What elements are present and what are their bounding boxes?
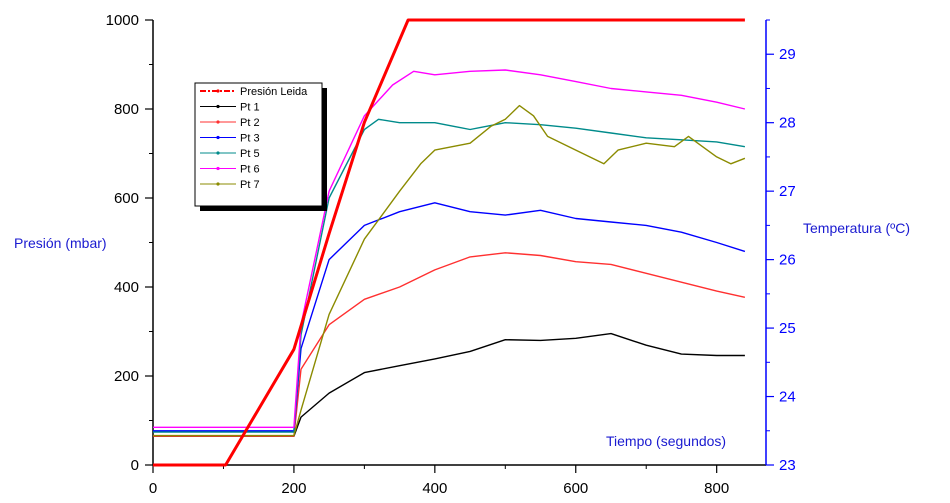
y2-tick-label: 25 [779,320,796,337]
series-line-pt-7 [153,104,746,437]
legend-label: Presión Leida [240,86,308,98]
series-line-pt-6 [153,69,746,428]
legend: Presión Leida Pt 1 Pt 2 Pt 3 Pt 5 Pt 6 Pt 7 [194,82,327,211]
y2-tick-label: 28 [779,115,796,132]
series-line-presion-leida [153,18,745,467]
legend-label: Pt 1 [240,102,260,114]
y2-tick-label: 26 [779,252,796,269]
legend-label: Pt 5 [240,148,260,160]
x-tick-label: 200 [281,480,306,497]
y-tick-label: 600 [114,190,139,207]
legend-marker [216,151,220,155]
y2-tick-label: 29 [779,46,796,63]
y2-tick-label: 27 [779,183,796,200]
legend-box [194,82,323,207]
legend-label: Pt 2 [240,117,260,129]
y2-axis-title: Temperatura (ºC) [803,220,910,236]
y-tick-label: 800 [114,101,139,118]
series-line-pt-2 [153,252,746,437]
legend-label: Pt 3 [240,133,260,145]
y-tick-label: 1000 [106,12,139,29]
x-axis-title: Tiempo (segundos) [606,433,726,449]
series-layer [153,18,746,467]
series-line-pt-1 [153,332,745,437]
legend-marker [216,89,220,93]
legend-marker [216,120,220,124]
y-axis-title: Presión (mbar) [14,235,107,251]
x-tick-label: 0 [149,480,157,497]
legend-marker [216,104,220,109]
legend-label: Pt 6 [240,164,260,176]
legend-items: Presión Leida Pt 1 Pt 2 Pt 3 Pt 5 Pt 6 Pt 7 [200,86,308,191]
y-tick-label: 0 [131,457,139,474]
y-tick-label: 400 [114,279,139,296]
x-tick-label: 800 [704,480,729,497]
y2-tick-label: 23 [779,457,796,474]
series-line-pt-5 [153,118,746,433]
y-tick-label: 200 [114,368,139,385]
y2-tick-label: 24 [779,389,796,406]
legend-marker [216,182,220,186]
x-tick-label: 600 [563,480,588,497]
legend-marker [216,135,220,140]
x-tick-label: 400 [422,480,447,497]
legend-label: Pt 7 [240,179,260,191]
series-line-pt-3 [153,202,746,432]
legend-marker [216,166,220,171]
